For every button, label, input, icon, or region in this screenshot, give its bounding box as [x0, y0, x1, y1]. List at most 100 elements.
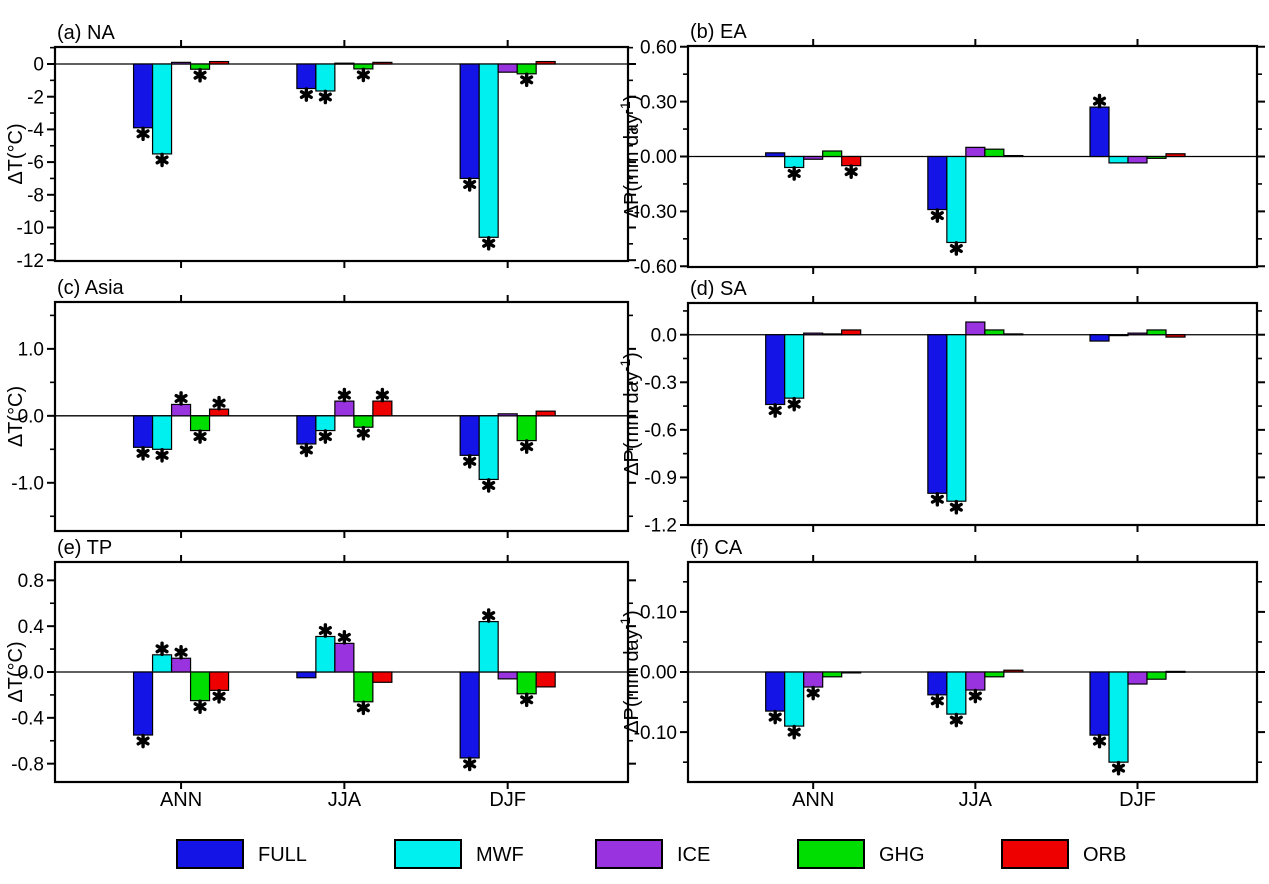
y-tick-label: -4	[27, 120, 44, 141]
panel-e: (e) TP ΔT(°C) 0.8 0.4 0.0 -0.4 -0.8 ANN JJA DJF	[5, 537, 636, 811]
x-tick-label-JJA: JJA	[328, 789, 362, 811]
legend-swatch-ORB	[1001, 839, 1069, 869]
bar-d-ANN-FULL	[765, 334, 786, 406]
y-tick-label: -1.2	[644, 516, 677, 537]
y-tick-label: 0.0	[18, 406, 44, 427]
bar-b-ANN-ORB	[841, 155, 862, 167]
bar-e-ANN-MWF	[151, 654, 173, 673]
panel-a-title: (a) NA	[57, 22, 115, 44]
y-tick-label: -0.8	[11, 754, 44, 775]
sig-marker-b-DJF-FULL	[1092, 93, 1107, 109]
bar-c-DJF-ICE	[497, 413, 518, 417]
panel-c-ylabel: ΔT(°C)	[5, 386, 27, 447]
bar-e-DJF-FULL	[459, 671, 480, 759]
bar-d-DJF-FULL	[1089, 334, 1110, 342]
bar-b-DJF-ICE	[1127, 155, 1148, 164]
sig-marker-e-JJA-ICE	[337, 630, 351, 645]
bar-a-JJA-MWF	[315, 63, 336, 92]
bar-f-JJA-MWF	[946, 671, 967, 715]
bar-d-ANN-MWF	[784, 334, 805, 399]
legend-label-FULL: FULL	[258, 844, 307, 866]
bar-a-DJF-GHG	[516, 63, 537, 75]
y-tick-label: 1.0	[18, 340, 44, 361]
y-tick-label: -0.60	[634, 257, 677, 278]
panel-d: (d) SA ΔP(mm day-1) 0.0 -0.3 -0.6 -0.9 -1.2	[617, 278, 1265, 537]
y-tick-label: -0.9	[644, 468, 677, 489]
sig-marker-a-JJA-MWF	[318, 89, 332, 105]
bar-a-JJA-ICE	[334, 62, 355, 65]
panel-f-ylabel: ΔP(mm day-1)	[617, 610, 643, 734]
sig-marker-e-ANN-FULL	[136, 733, 150, 749]
sig-marker-a-ANN-FULL	[136, 126, 150, 142]
legend-swatch-FULL	[176, 839, 244, 869]
bar-c-JJA-MWF	[315, 415, 336, 432]
bar-b-DJF-ORB	[1165, 153, 1186, 158]
x-tick-label-ANN: ANN	[792, 789, 834, 811]
panel-a-box	[53, 45, 630, 263]
bar-f-ANN-ICE	[803, 671, 824, 688]
bar-e-ANN-FULL	[132, 671, 154, 736]
bar-c-JJA-FULL	[296, 415, 317, 445]
sig-marker-e-DJF-FULL	[463, 756, 477, 772]
sig-marker-e-DJF-MWF	[482, 608, 496, 623]
panel-b-ylabel: ΔP(mm day-1)	[617, 95, 643, 219]
bar-d-DJF-MWF	[1108, 334, 1129, 337]
bar-b-ANN-MWF	[784, 155, 805, 169]
bar-f-ANN-GHG	[822, 671, 843, 678]
y-tick-label: 0.10	[640, 603, 677, 624]
sig-marker-e-JJA-GHG	[356, 700, 370, 716]
bar-a-ANN-ORB	[208, 60, 230, 65]
bar-b-ANN-FULL	[765, 152, 786, 158]
sig-marker-d-JJA-MWF	[949, 499, 963, 515]
bar-a-DJF-MWF	[478, 63, 499, 238]
sig-marker-a-DJF-GHG	[520, 72, 534, 88]
bar-f-JJA-ICE	[965, 671, 986, 691]
panel-b: (b) EA ΔP(mm day-1) 0.60 0.30 0.00 -0.30 -0.60	[617, 21, 1265, 278]
panel-d-box	[686, 301, 1259, 527]
panel-c-box	[53, 300, 630, 533]
bar-f-JJA-GHG	[984, 671, 1005, 678]
bar-a-JJA-ORB	[372, 61, 393, 65]
bar-d-ANN-ICE	[803, 332, 824, 336]
sig-marker-c-DJF-FULL	[463, 454, 477, 469]
bar-d-JJA-MWF	[946, 334, 967, 502]
bar-f-DJF-FULL	[1089, 671, 1110, 736]
bar-e-DJF-MWF	[478, 620, 499, 673]
panel-c: (c) Asia ΔT(°C) 1.0 0.0 -1.0	[5, 277, 636, 538]
bar-c-ANN-ICE	[170, 403, 192, 417]
sig-marker-e-JJA-MWF	[318, 623, 332, 638]
bar-e-JJA-ORB	[372, 671, 393, 683]
y-tick-label: -0.10	[634, 723, 677, 744]
bar-d-DJF-GHG	[1146, 329, 1167, 336]
bar-c-ANN-GHG	[189, 415, 211, 432]
sig-marker-d-ANN-FULL	[768, 403, 782, 418]
sig-marker-b-ANN-MWF	[787, 166, 801, 181]
bar-f-JJA-FULL	[927, 671, 948, 696]
bar-e-ANN-ORB	[208, 671, 230, 691]
sig-marker-c-JJA-GHG	[356, 425, 370, 441]
y-tick-label: -6	[27, 153, 44, 174]
bar-b-DJF-FULL	[1089, 106, 1110, 158]
bar-e-DJF-ORB	[535, 671, 556, 688]
bar-b-JJA-ICE	[965, 146, 986, 158]
bar-b-ANN-GHG	[822, 150, 843, 158]
sig-marker-f-ANN-FULL	[768, 709, 782, 725]
bar-a-DJF-ORB	[535, 60, 556, 65]
bar-e-JJA-GHG	[353, 671, 374, 703]
bar-e-JJA-MWF	[315, 635, 336, 673]
sig-marker-c-JJA-MWF	[318, 429, 332, 444]
panel-e-box	[53, 560, 630, 784]
y-tick-label: -8	[27, 185, 44, 206]
bar-c-DJF-ORB	[535, 410, 556, 417]
bar-e-JJA-ICE	[334, 642, 355, 673]
panel-c-title: (c) Asia	[57, 277, 125, 299]
bar-f-ANN-ORB	[841, 671, 862, 674]
sig-marker-a-JJA-GHG	[356, 67, 370, 83]
x-tick-label-ANN: ANN	[160, 789, 202, 811]
bar-e-DJF-ICE	[497, 671, 518, 680]
x-tick-label-DJF: DJF	[1119, 789, 1156, 811]
panel-e-title: (e) TP	[57, 537, 112, 559]
sig-marker-d-ANN-MWF	[787, 396, 801, 412]
y-tick-label: 0.00	[640, 147, 677, 168]
